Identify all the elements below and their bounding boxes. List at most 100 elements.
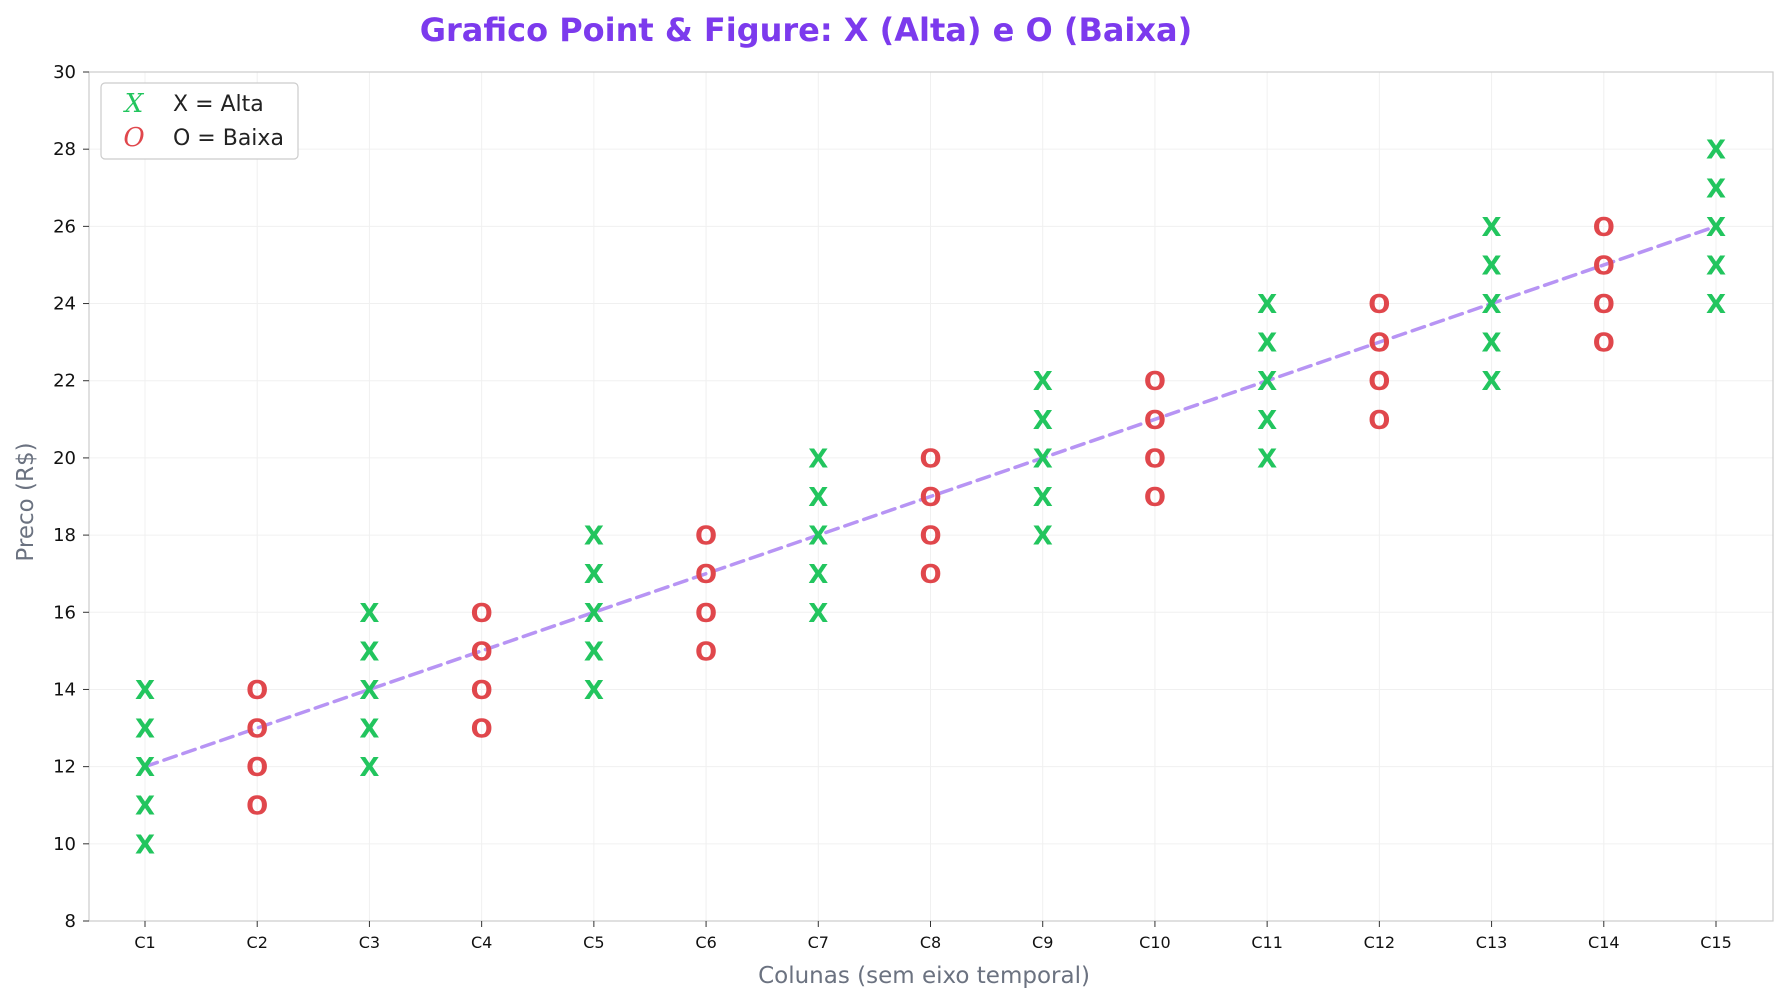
o-mark: O [1368,406,1390,436]
x-tick-label: C11 [1251,933,1283,952]
y-tick-label: 16 [53,602,76,623]
y-tick-label: 18 [53,525,76,546]
x-mark: X [1706,213,1726,243]
x-mark: X [1706,174,1726,204]
o-mark: O [1593,213,1615,243]
tick-labels: 8 10 12 14 16 18 20 22 24 26 28 30 C1 C2 C3 C4 C5 C6 C7 C8 C… [53,62,1732,952]
o-mark: O [246,676,268,706]
x-mark: X [135,676,155,706]
x-mark: X [1257,329,1277,359]
y-tick-label: 26 [53,216,76,237]
o-mark: O [919,483,941,513]
legend-o-symbol: O [123,123,144,153]
o-mark: O [1144,367,1166,397]
x-mark: X [1706,290,1726,320]
x-mark: X [359,599,379,629]
o-mark: O [1144,483,1166,513]
x-mark: X [808,444,828,474]
x-mark: X [1482,329,1502,359]
x-mark: X [1706,251,1726,281]
o-mark: O [695,560,717,590]
y-tick-label: 20 [53,448,76,469]
x-mark: X [584,637,604,667]
x-tick-label: C8 [920,933,941,952]
o-mark: O [1593,329,1615,359]
x-mark: X [584,599,604,629]
legend-box [100,82,299,160]
x-mark: X [808,560,828,590]
chart-title: Grafico Point & Figure: X (Alta) e O (Ba… [420,11,1193,49]
x-mark: X [1257,290,1277,320]
x-mark: X [135,792,155,822]
o-mark: O [919,444,941,474]
o-mark: O [1368,290,1390,320]
x-tick-label: C7 [808,933,829,952]
x-mark: X [584,560,604,590]
o-mark: O [919,522,941,552]
marks-layer: XXXXXXXXXXXXXXXXXXXXXXXXXXXXXXXXXXXXXXXX… [135,136,1726,861]
x-mark: X [1033,444,1053,474]
x-mark: X [808,522,828,552]
x-mark: X [135,830,155,860]
trendline [143,224,1718,769]
y-tick-label: 14 [53,679,76,700]
o-mark: O [471,599,493,629]
x-tick-label: C2 [247,933,268,952]
o-mark: O [246,792,268,822]
x-mark: X [1482,290,1502,320]
x-mark: X [1482,367,1502,397]
x-tick-label: C1 [134,933,155,952]
x-mark: X [1257,406,1277,436]
x-tick-label: C14 [1588,933,1620,952]
x-mark: X [1033,367,1053,397]
o-mark: O [246,715,268,745]
x-mark: X [1033,483,1053,513]
x-axis-label: Colunas (sem eixo temporal) [758,963,1090,989]
legend-label-alta: X = Alta [173,92,264,117]
x-tick-label: C5 [583,933,604,952]
x-mark: X [359,753,379,783]
x-mark: X [1482,251,1502,281]
x-tick-label: C3 [359,933,380,952]
o-mark: O [1144,406,1166,436]
x-tick-label: C6 [695,933,716,952]
o-mark: O [695,599,717,629]
x-tick-label: C15 [1700,933,1732,952]
y-tick-label: 24 [53,294,76,315]
x-mark: X [808,599,828,629]
o-mark: O [471,637,493,667]
o-mark: O [246,753,268,783]
x-mark: X [1482,213,1502,243]
o-mark: O [1368,367,1390,397]
o-mark: O [695,522,717,552]
x-tick-label: C13 [1476,933,1508,952]
x-mark: X [135,715,155,745]
x-mark: X [584,522,604,552]
o-mark: O [919,560,941,590]
x-tick-label: C12 [1364,933,1396,952]
legend-x-symbol: X [123,89,145,119]
o-mark: O [695,637,717,667]
o-mark: O [1144,444,1166,474]
x-mark: X [359,676,379,706]
o-mark: O [1368,329,1390,359]
y-tick-label: 10 [53,834,76,855]
x-mark: X [359,715,379,745]
o-mark: O [471,715,493,745]
x-mark: X [359,637,379,667]
x-mark: X [135,753,155,783]
y-tick-label: 28 [53,139,76,160]
legend: X X = Alta O O = Baixa [100,82,299,160]
o-mark: O [471,676,493,706]
trendline-layer [143,224,1718,769]
y-tick-label: 8 [65,911,76,932]
y-tick-label: 22 [53,371,76,392]
o-mark: O [1593,251,1615,281]
x-tick-label: C10 [1139,933,1171,952]
o-mark: O [1593,290,1615,320]
x-mark: X [1257,444,1277,474]
x-mark: X [1706,136,1726,166]
x-tick-label: C9 [1032,933,1053,952]
y-tick-label: 12 [53,757,76,778]
